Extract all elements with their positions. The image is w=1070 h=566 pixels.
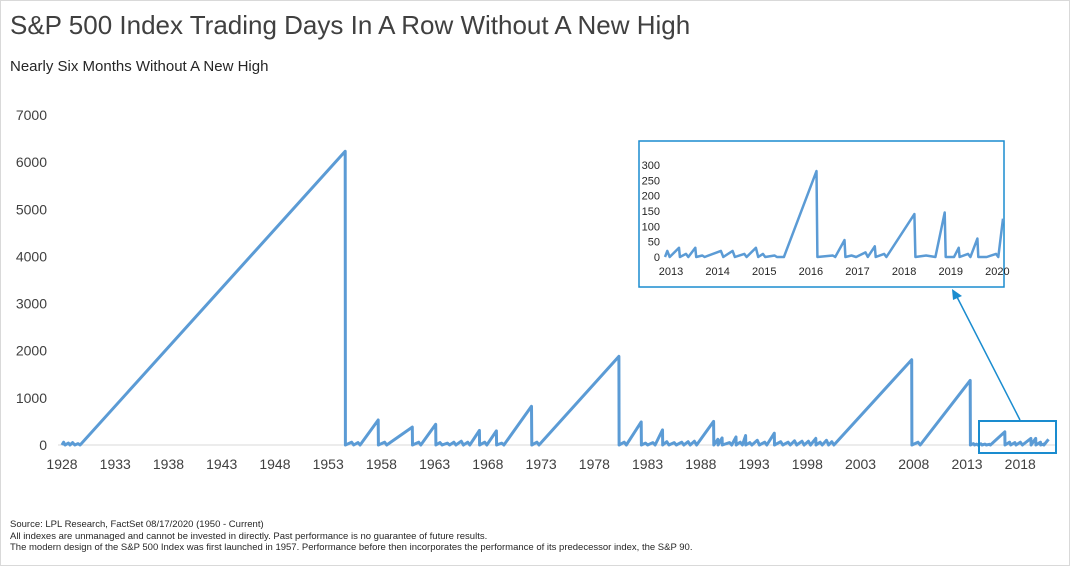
y-tick-label: 0	[39, 437, 47, 453]
inset-x-tick-label: 2015	[752, 266, 776, 278]
callout-arrow-head	[952, 289, 962, 300]
inset-y-tick-label: 150	[642, 206, 660, 218]
y-tick-label: 2000	[16, 343, 47, 359]
zoom-region-box	[978, 420, 1057, 454]
x-tick-label: 1973	[526, 456, 557, 472]
x-tick-label: 1948	[259, 456, 290, 472]
x-tick-label: 2003	[845, 456, 876, 472]
inset-x-tick-label: 2020	[985, 266, 1009, 278]
inset-x-tick-label: 2019	[938, 266, 962, 278]
inset-x-tick-label: 2018	[892, 266, 916, 278]
x-tick-label: 1943	[206, 456, 237, 472]
x-tick-label: 2008	[898, 456, 929, 472]
chart-title: S&P 500 Index Trading Days In A Row With…	[10, 10, 691, 40]
inset-axis-ticks: 0 50 100 150 200 250 300 2013 2014 2015 2016 2017 20…	[642, 160, 1010, 278]
x-tick-label: 1988	[685, 456, 716, 472]
x-tick-label: 1953	[313, 456, 344, 472]
chart-subtitle: Nearly Six Months Without A New High	[10, 58, 269, 75]
x-tick-label: 1938	[153, 456, 184, 472]
y-tick-label: 1000	[16, 390, 47, 406]
x-tick-label: 1998	[792, 456, 823, 472]
x-tick-label: 1978	[579, 456, 610, 472]
footnote-disclaimer: All indexes are unmanaged and cannot be …	[10, 530, 488, 542]
inset-y-tick-label: 200	[642, 191, 660, 203]
x-tick-label: 1958	[366, 456, 397, 472]
x-tick-label: 2018	[1005, 456, 1036, 472]
inset-x-tick-label: 2017	[845, 266, 869, 278]
inset-x-tick-label: 2016	[799, 266, 823, 278]
inset-series-line	[663, 169, 1005, 259]
x-tick-label: 1933	[100, 456, 131, 472]
x-tick-label: 1928	[46, 456, 77, 472]
x-tick-label: 2013	[951, 456, 982, 472]
inset-x-tick-label: 2013	[659, 266, 683, 278]
inset-y-tick-label: 100	[642, 221, 660, 233]
y-tick-label: 4000	[16, 248, 47, 264]
x-tick-label: 1968	[472, 456, 503, 472]
y-tick-label: 6000	[16, 154, 47, 170]
x-tick-label: 1963	[419, 456, 450, 472]
x-tick-label: 1983	[632, 456, 663, 472]
inset-y-tick-label: 300	[642, 160, 660, 172]
y-tick-label: 5000	[16, 201, 47, 217]
callout-arrow	[955, 294, 1021, 421]
inset-y-tick-label: 50	[648, 237, 660, 249]
inset-y-tick-label: 250	[642, 175, 660, 187]
inset-x-tick-label: 2014	[705, 266, 729, 278]
footnote-source: Source: LPL Research, FactSet 08/17/2020…	[10, 519, 264, 530]
x-tick-label: 1993	[738, 456, 769, 472]
y-tick-label: 3000	[16, 296, 47, 312]
y-tick-label: 7000	[16, 107, 47, 123]
footnote-index-history: The modern design of the S&P 500 Index w…	[10, 542, 693, 553]
main-series-line	[60, 149, 1050, 447]
inset-y-tick-label: 0	[654, 252, 660, 264]
footnotes: Source: LPL Research, FactSet 08/17/2020…	[10, 519, 692, 554]
